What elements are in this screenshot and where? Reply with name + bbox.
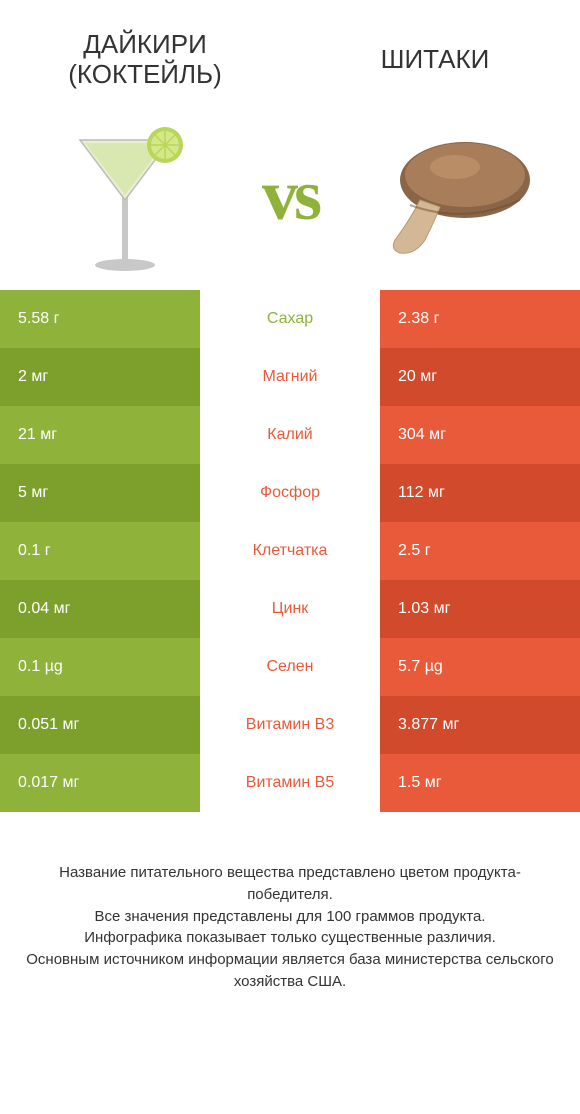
value-left: 0.051 мг [0,696,200,754]
value-right: 2.5 г [380,522,580,580]
nutrient-label: Клетчатка [200,522,380,580]
vs-text: vs [230,154,350,237]
footer-line: Инфографика показывает только существенн… [20,927,560,949]
table-row: 0.04 мгЦинк1.03 мг [0,580,580,638]
value-left: 5.58 г [0,290,200,348]
nutrient-label: Калий [200,406,380,464]
value-right: 20 мг [380,348,580,406]
table-row: 2 мгМагний20 мг [0,348,580,406]
footer-notes: Название питательного вещества представл… [0,812,580,993]
mushroom-icon [350,125,560,265]
value-left: 5 мг [0,464,200,522]
images-row: vs [0,100,580,290]
footer-line: Основным источником информации является … [20,949,560,993]
value-left: 21 мг [0,406,200,464]
value-left: 2 мг [0,348,200,406]
nutrient-label: Витамин B3 [200,696,380,754]
nutrient-label: Фосфор [200,464,380,522]
value-left: 0.017 мг [0,754,200,812]
table-row: 0.1 гКлетчатка2.5 г [0,522,580,580]
table-row: 0.017 мгВитамин B51.5 мг [0,754,580,812]
title-left: ДАЙКИРИ (КОКТЕЙЛЬ) [0,20,290,100]
table-row: 5 мгФосфор112 мг [0,464,580,522]
value-right: 1.5 мг [380,754,580,812]
nutrient-label: Витамин B5 [200,754,380,812]
title-right: ШИТАКИ [290,20,580,100]
footer-line: Название питательного вещества представл… [20,862,560,906]
value-left: 0.04 мг [0,580,200,638]
footer-line: Все значения представлены для 100 граммо… [20,906,560,928]
value-right: 1.03 мг [380,580,580,638]
cocktail-icon [20,115,230,275]
value-right: 112 мг [380,464,580,522]
table-row: 5.58 гСахар2.38 г [0,290,580,348]
table-row: 0.051 мгВитамин B33.877 мг [0,696,580,754]
value-right: 3.877 мг [380,696,580,754]
value-right: 5.7 µg [380,638,580,696]
comparison-table: 5.58 гСахар2.38 г2 мгМагний20 мг21 мгКал… [0,290,580,812]
header: ДАЙКИРИ (КОКТЕЙЛЬ) ШИТАКИ [0,0,580,100]
table-row: 21 мгКалий304 мг [0,406,580,464]
value-right: 304 мг [380,406,580,464]
nutrient-label: Цинк [200,580,380,638]
nutrient-label: Магний [200,348,380,406]
table-row: 0.1 µgСелен5.7 µg [0,638,580,696]
value-right: 2.38 г [380,290,580,348]
value-left: 0.1 г [0,522,200,580]
value-left: 0.1 µg [0,638,200,696]
nutrient-label: Сахар [200,290,380,348]
nutrient-label: Селен [200,638,380,696]
